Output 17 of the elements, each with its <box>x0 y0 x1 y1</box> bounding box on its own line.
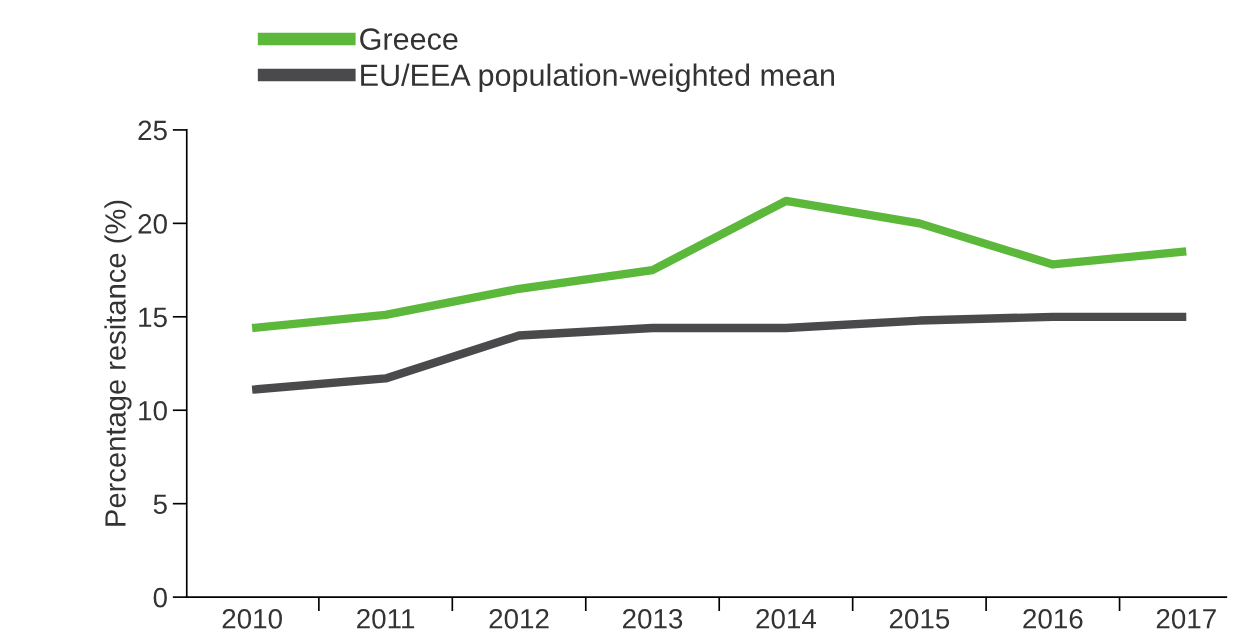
x-tick-label: 2014 <box>756 608 817 629</box>
y-tick-label: 10 <box>139 400 167 421</box>
y-axis-title: Percentage resitance (%) <box>104 200 132 526</box>
legend-label: EU/EEA population-weighted mean <box>361 63 834 93</box>
y-tick-label: 15 <box>139 307 167 328</box>
x-tick-label: 2013 <box>622 608 683 629</box>
legend-label: Greece <box>360 28 458 50</box>
x-tick-label: 2016 <box>1023 608 1083 629</box>
x-tick-label: 2015 <box>889 608 950 629</box>
x-tick-label: 2011 <box>357 608 415 629</box>
x-tick-label: 2010 <box>222 608 282 629</box>
y-tick-label: 0 <box>153 587 167 608</box>
y-tick-label: 25 <box>138 120 167 141</box>
x-tick-label: 2012 <box>489 608 549 629</box>
y-tick-label: 5 <box>153 494 167 515</box>
x-tick-label: 2017 <box>1156 608 1216 629</box>
y-tick-label: 20 <box>138 214 167 234</box>
